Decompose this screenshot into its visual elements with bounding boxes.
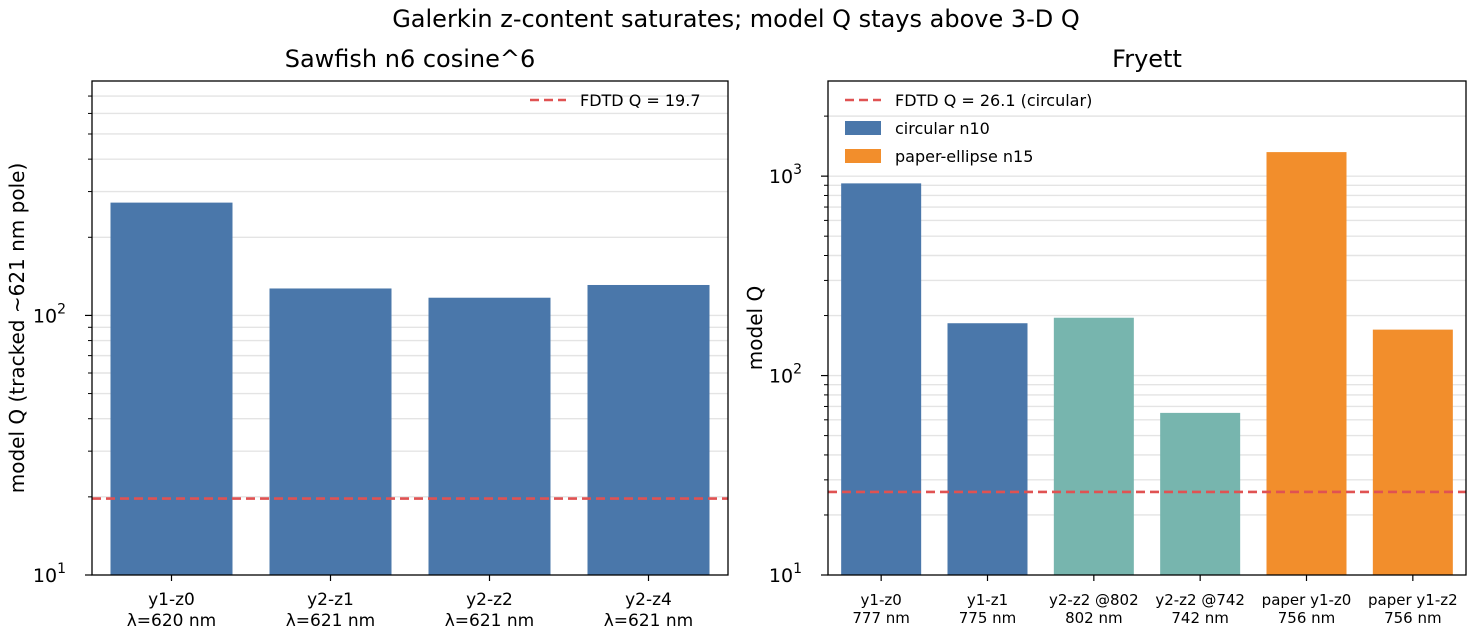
x-tick-label: y1-z0 λ=620 nm <box>127 590 217 631</box>
panel-title: Sawfish n6 cosine^6 <box>285 45 536 73</box>
x-tick-label-line: y2-z4 <box>625 590 672 610</box>
x-tick-label-line: y2-z2 @742 <box>1155 591 1245 609</box>
x-tick-label-line: 756 nm <box>1278 609 1336 627</box>
bar <box>269 288 392 575</box>
x-tick-label: y2-z2 @802 802 nm <box>1049 591 1139 627</box>
y-tick-base: 10 <box>33 565 57 587</box>
x-tick-label-line: y2-z2 @802 <box>1049 591 1139 609</box>
legend: FDTD Q = 19.7 <box>530 91 701 110</box>
x-tick-label: y1-z1 775 nm <box>959 591 1017 627</box>
legend: FDTD Q = 26.1 (circular) circular n10 pape… <box>845 91 1092 166</box>
bar <box>1266 152 1347 575</box>
x-tick-label: y1-z0 777 nm <box>852 591 910 627</box>
y-tick-exponent: 3 <box>793 162 802 178</box>
y-tick-label: 101 <box>33 561 66 587</box>
x-tick-label-line: y2-z2 <box>466 590 513 610</box>
y-tick-exponent: 1 <box>793 561 802 577</box>
x-tick-label-line: paper y1-z2 <box>1368 591 1458 609</box>
x-tick-label-line: λ=621 nm <box>604 611 694 631</box>
y-tick-label: 102 <box>769 362 802 388</box>
y-tick-base: 10 <box>769 366 793 388</box>
y-tick-label: 102 <box>33 301 66 327</box>
legend-label: FDTD Q = 19.7 <box>580 91 701 110</box>
x-tick-label: paper y1-z2 756 nm <box>1368 591 1458 627</box>
bar <box>428 297 551 575</box>
legend-label: circular n10 <box>895 119 990 138</box>
x-tick-label-line: 777 nm <box>852 609 910 627</box>
x-tick-label-line: λ=621 nm <box>286 611 376 631</box>
x-tick-label-line: y2-z1 <box>307 590 354 610</box>
x-tick-label: y2-z4 λ=621 nm <box>604 590 694 631</box>
panel-title: Fryett <box>1112 45 1182 73</box>
bar <box>1160 412 1241 575</box>
y-tick-exponent: 1 <box>57 561 66 577</box>
x-tick-label-line: λ=620 nm <box>127 611 217 631</box>
bar <box>110 202 233 576</box>
y-tick-base: 10 <box>769 565 793 587</box>
x-tick-label-line: 756 nm <box>1384 609 1442 627</box>
x-tick-label-line: 802 nm <box>1065 609 1123 627</box>
x-tick-label-line: 742 nm <box>1171 609 1229 627</box>
plot-frame <box>91 80 729 576</box>
y-axis-label: model Q <box>743 286 767 370</box>
bar <box>1053 317 1134 575</box>
figure-title: Galerkin z-content saturates; model Q st… <box>392 5 1080 33</box>
y-tick-exponent: 2 <box>57 301 66 317</box>
y-axis-label: model Q (tracked ~621 nm pole) <box>5 163 29 493</box>
y-tick-base: 10 <box>769 166 793 188</box>
bar <box>947 323 1028 575</box>
x-tick-label-line: y1-z1 <box>967 591 1008 609</box>
x-tick-label-line: y1-z0 <box>861 591 902 609</box>
legend-label: paper-ellipse n15 <box>895 147 1033 166</box>
y-tick-label: 103 <box>769 162 802 188</box>
y-tick-label: 101 <box>769 561 802 587</box>
x-tick-label: y2-z1 λ=621 nm <box>286 590 376 631</box>
x-tick-label: y2-z2 λ=621 nm <box>445 590 535 631</box>
y-tick-base: 10 <box>33 305 57 327</box>
x-tick-label-line: y1-z0 <box>148 590 195 610</box>
x-tick-label-line: λ=621 nm <box>445 611 535 631</box>
bar <box>1372 329 1453 575</box>
x-tick-label-line: 775 nm <box>959 609 1017 627</box>
x-tick-label: y2-z2 @742 742 nm <box>1155 591 1245 627</box>
x-tick-label-line: paper y1-z0 <box>1262 591 1352 609</box>
legend-color-swatch <box>845 149 881 163</box>
plot-frame <box>827 80 1467 576</box>
bar <box>587 284 710 575</box>
legend-color-swatch <box>845 121 881 135</box>
legend-label: FDTD Q = 26.1 (circular) <box>895 91 1092 110</box>
y-tick-exponent: 2 <box>793 362 802 378</box>
bar <box>841 183 922 576</box>
x-tick-label: paper y1-z0 756 nm <box>1262 591 1352 627</box>
